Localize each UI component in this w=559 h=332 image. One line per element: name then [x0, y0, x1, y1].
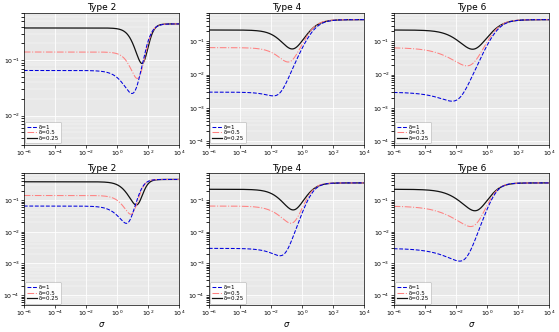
- Legend: δ=1, δ=0.5, δ=0.25: δ=1, δ=0.5, δ=0.25: [395, 283, 431, 303]
- Legend: δ=1, δ=0.5, δ=0.25: δ=1, δ=0.5, δ=0.25: [395, 122, 431, 143]
- X-axis label: $\sigma$: $\sigma$: [283, 319, 290, 329]
- Title: Type 4: Type 4: [272, 3, 301, 13]
- Legend: δ=1, δ=0.5, δ=0.25: δ=1, δ=0.5, δ=0.25: [210, 283, 246, 303]
- Title: Type 2: Type 2: [87, 3, 116, 13]
- Title: Type 6: Type 6: [457, 164, 486, 173]
- Legend: δ=1, δ=0.5, δ=0.25: δ=1, δ=0.5, δ=0.25: [25, 122, 61, 143]
- X-axis label: $\sigma$: $\sigma$: [98, 319, 105, 329]
- Title: Type 2: Type 2: [87, 164, 116, 173]
- Legend: δ=1, δ=0.5, δ=0.25: δ=1, δ=0.5, δ=0.25: [210, 122, 246, 143]
- Legend: δ=1, δ=0.5, δ=0.25: δ=1, δ=0.5, δ=0.25: [25, 283, 61, 303]
- Title: Type 4: Type 4: [272, 164, 301, 173]
- Title: Type 6: Type 6: [457, 3, 486, 13]
- X-axis label: $\sigma$: $\sigma$: [468, 319, 475, 329]
